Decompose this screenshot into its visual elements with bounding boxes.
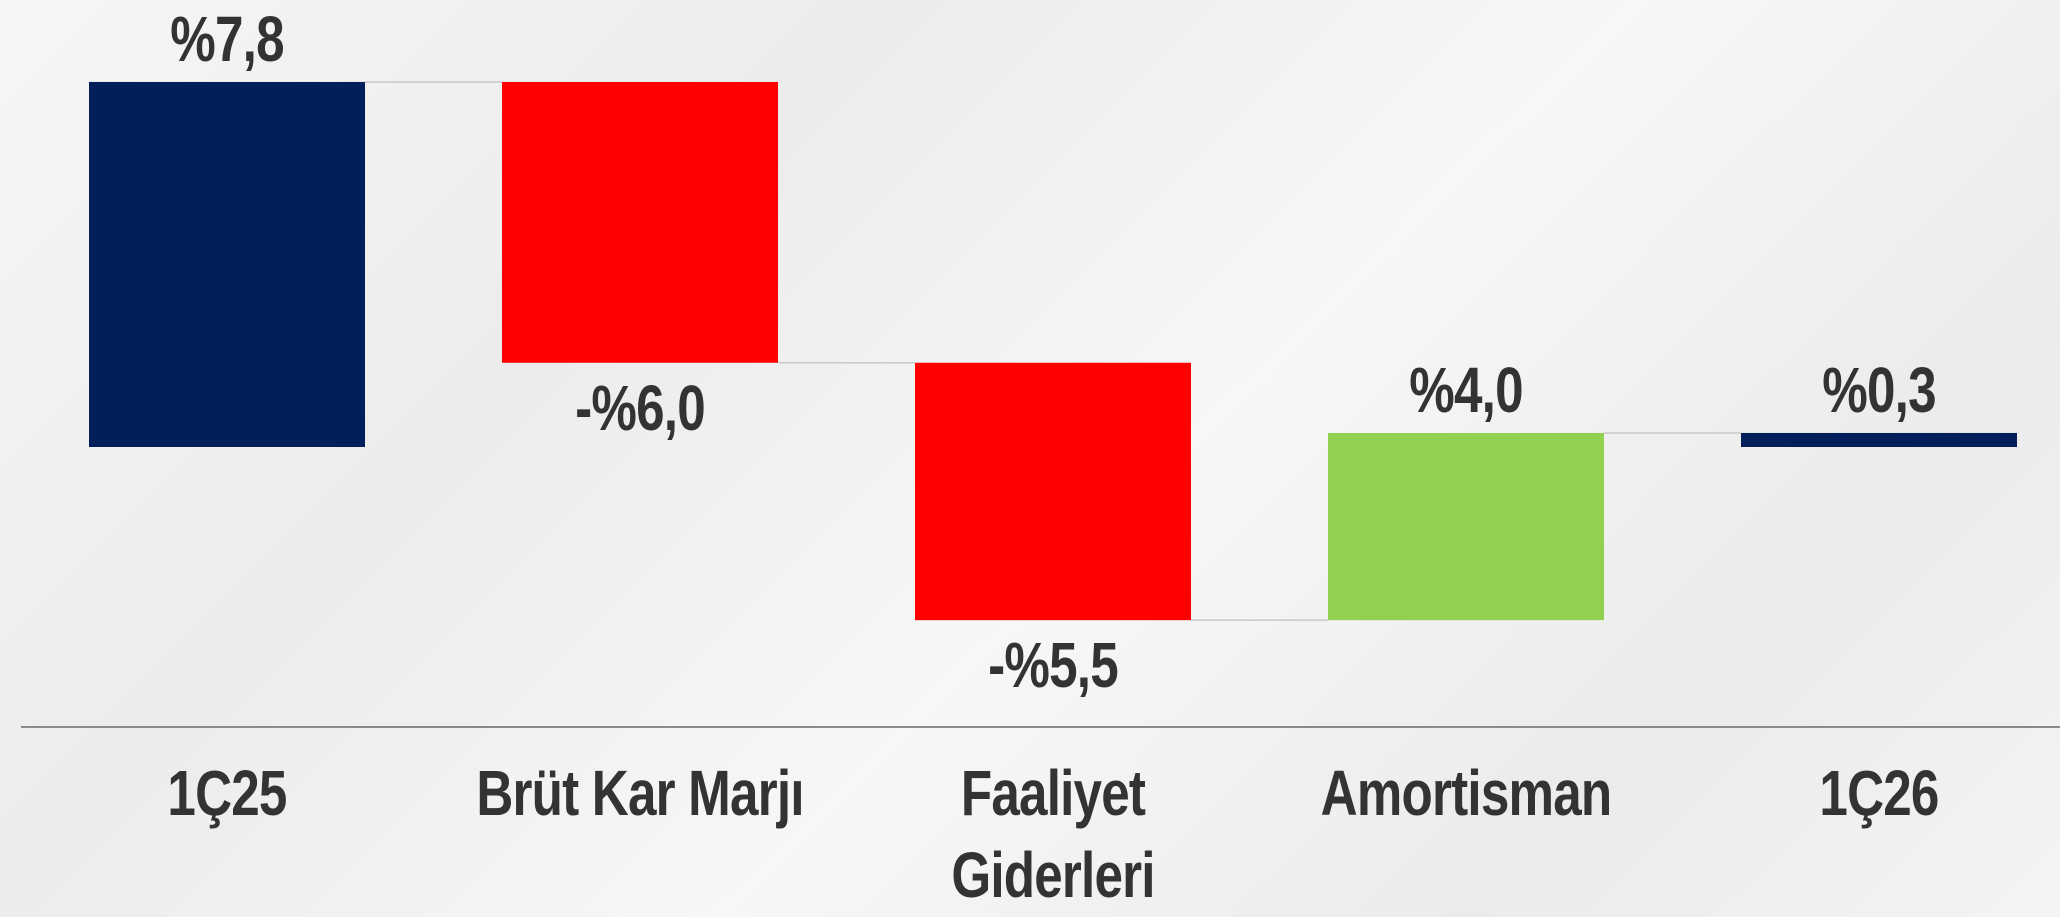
x-tick-label: Amortisman: [1320, 757, 1613, 829]
bar: [502, 81, 778, 363]
bar: [1328, 432, 1604, 621]
value-label: %0,3: [1822, 353, 1936, 426]
x-tick-label: 1Ç25: [167, 757, 287, 829]
x-tick-label: 1Ç26: [1819, 757, 1939, 829]
bar: [89, 81, 365, 448]
value-label: -%5,5: [988, 629, 1119, 702]
value-label: %4,0: [1409, 353, 1523, 426]
value-label: %7,8: [170, 2, 284, 75]
value-label: -%6,0: [575, 371, 706, 444]
x-tick-label: Brüt Kar Marjı: [476, 757, 804, 829]
bar: [1741, 432, 2017, 447]
bar: [915, 362, 1191, 621]
x-tick-label: Faaliyet Giderleri: [951, 757, 1155, 911]
